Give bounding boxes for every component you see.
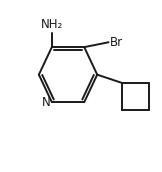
Text: Br: Br: [110, 36, 123, 49]
Text: N: N: [42, 96, 51, 109]
Text: NH₂: NH₂: [41, 18, 63, 31]
